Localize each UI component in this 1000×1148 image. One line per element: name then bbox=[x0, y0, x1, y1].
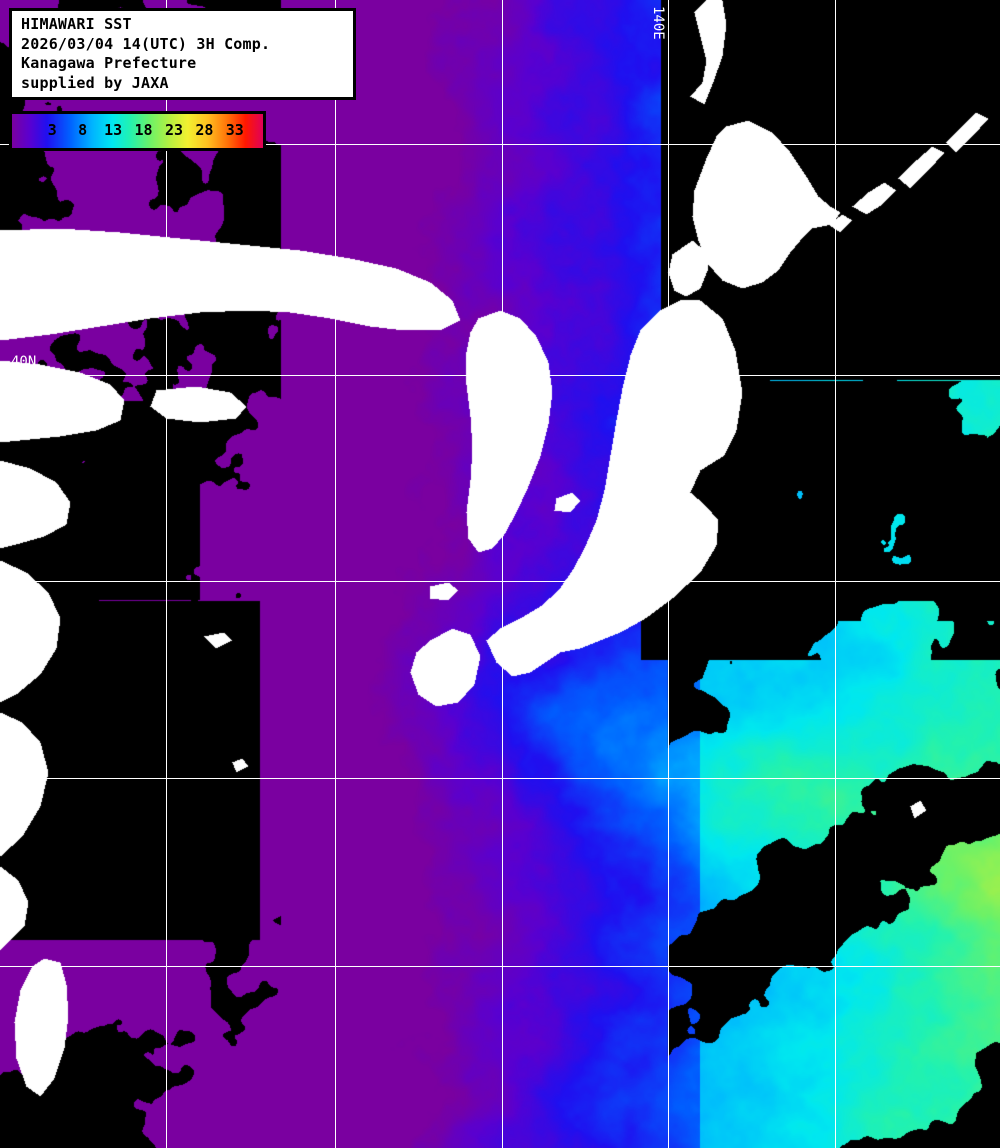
gridline-vertical bbox=[668, 0, 669, 1148]
gridline-vertical bbox=[335, 0, 336, 1148]
gridline-vertical bbox=[835, 0, 836, 1148]
latitude-label-40n: 40N bbox=[11, 354, 37, 370]
title-line-datetime: 2026/03/04 14(UTC) 3H Comp. bbox=[21, 34, 271, 53]
colorbar-tick-3: 3 bbox=[47, 121, 57, 139]
colorbar-tick-labels: 3 8 13 18 23 28 33 bbox=[12, 114, 263, 148]
colorbar-tick-8: 8 bbox=[78, 121, 88, 139]
colorbar: 3 8 13 18 23 28 33 bbox=[9, 111, 266, 151]
gridline-horizontal bbox=[0, 581, 1000, 582]
title-box: HIMAWARI SST 2026/03/04 14(UTC) 3H Comp.… bbox=[9, 8, 356, 100]
colorbar-tick-33: 33 bbox=[225, 121, 244, 139]
title-line-region: Kanagawa Prefecture bbox=[21, 54, 197, 72]
colorbar-tick-23: 23 bbox=[164, 121, 184, 139]
title-line-product: HIMAWARI SST bbox=[21, 15, 132, 33]
gridline-vertical bbox=[502, 0, 503, 1148]
title-line-source: supplied by JAXA bbox=[21, 73, 169, 92]
gridline-horizontal bbox=[0, 375, 1000, 376]
gridline-horizontal bbox=[0, 144, 1000, 145]
colorbar-gradient bbox=[12, 114, 263, 148]
longitude-label-140e: 140E bbox=[650, 6, 666, 40]
colorbar-tick-13: 13 bbox=[104, 121, 123, 139]
colorbar-tick-18: 18 bbox=[134, 121, 153, 139]
gridline-vertical bbox=[166, 0, 167, 1148]
colorbar-tick-28: 28 bbox=[195, 121, 214, 139]
gridline-horizontal bbox=[0, 778, 1000, 779]
gridline-horizontal bbox=[0, 966, 1000, 967]
